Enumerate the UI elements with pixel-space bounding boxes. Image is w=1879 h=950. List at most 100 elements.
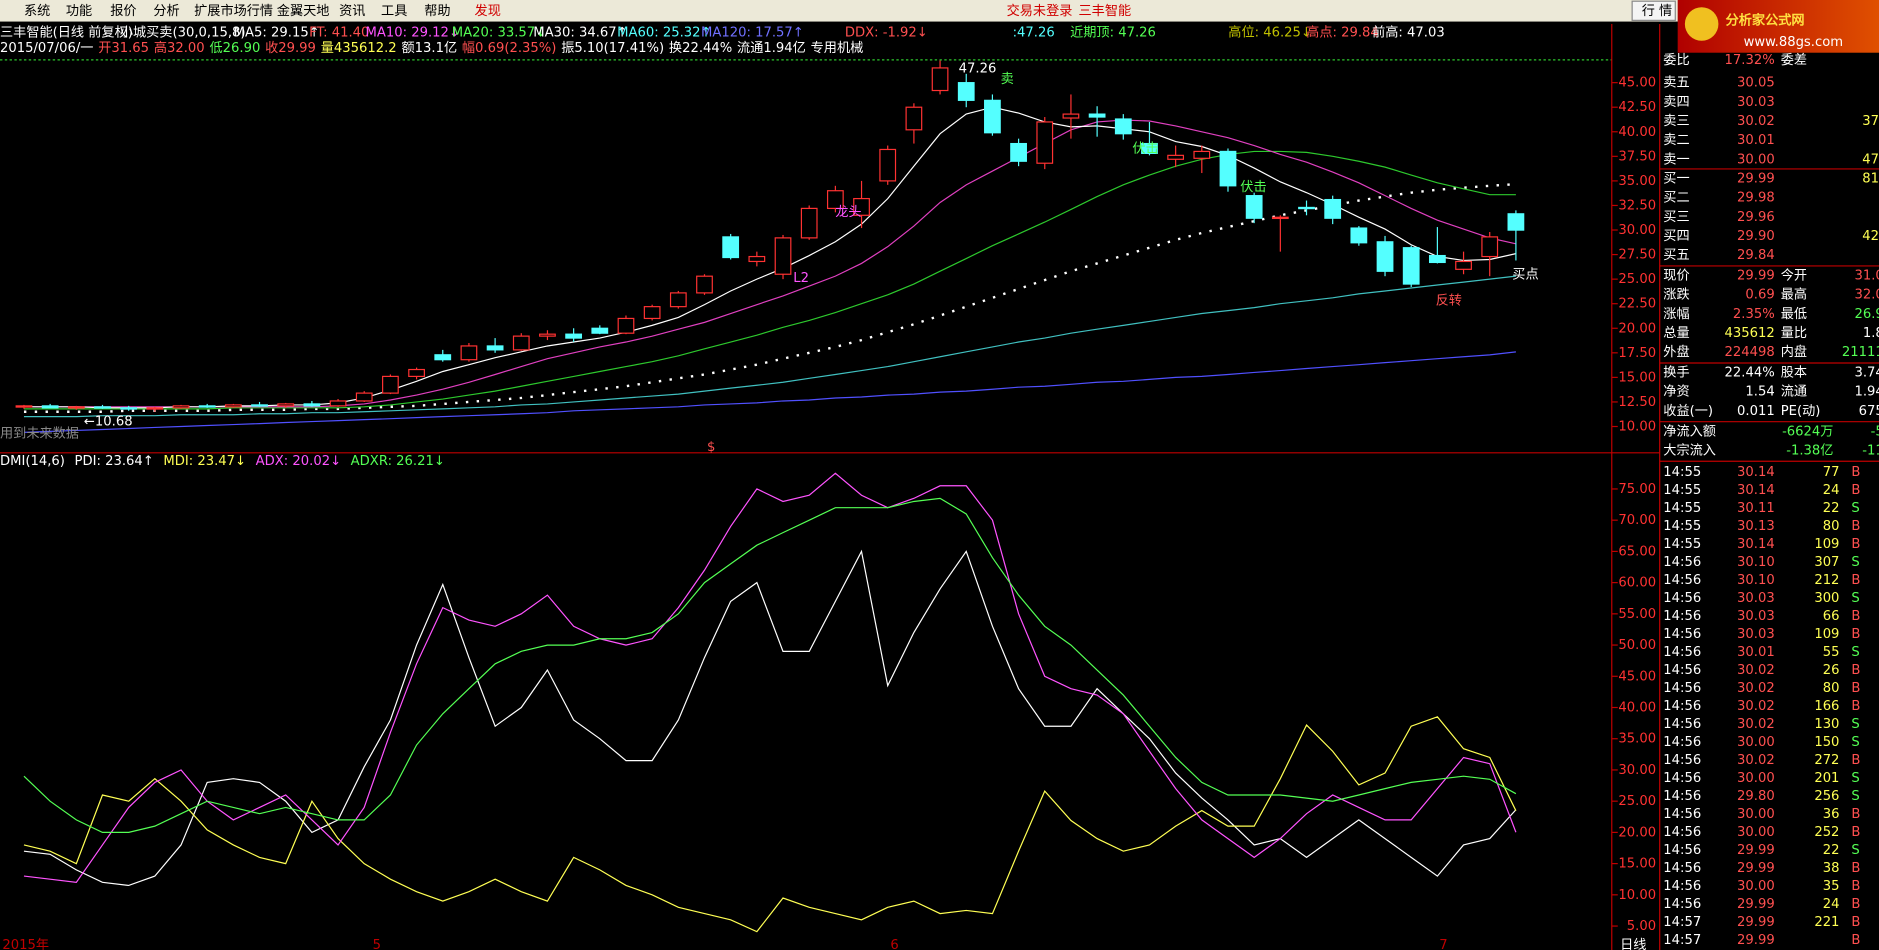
trade-price: 29.99 (1737, 861, 1775, 876)
candle-body (984, 99, 1001, 134)
trade-volume: 109 (1814, 537, 1839, 552)
trade-side: S (1851, 735, 1859, 750)
menu-item[interactable]: 系统 (24, 3, 50, 19)
trade-time: 14:57 (1663, 933, 1701, 948)
candle-body (1062, 113, 1080, 119)
trade-price: 30.10 (1737, 573, 1775, 588)
candle-body (303, 403, 321, 407)
menu-item[interactable]: 报价 (110, 3, 136, 19)
moving-average (23, 106, 1517, 409)
y-tick-label: 25.00 (1618, 272, 1656, 287)
indicator-line (23, 549, 1517, 887)
candle-body (355, 392, 373, 402)
stat-value: 1.94 (1854, 385, 1879, 400)
y-tick-label: 45.00 (1618, 76, 1656, 91)
menu-item[interactable]: 发现 (475, 3, 501, 19)
y-tick-label: 55.00 (1618, 607, 1656, 622)
book-volume: 37 (1862, 114, 1879, 129)
stat-label: 今开 (1781, 268, 1807, 284)
y-tick-label: 25.00 (1618, 794, 1656, 809)
menu-item[interactable]: 工具 (381, 4, 407, 19)
trade-volume: 77 (1823, 465, 1840, 480)
quote-button-frame[interactable] (1631, 0, 1676, 21)
candle-body (120, 407, 138, 410)
bar-info: 专用机械 (811, 40, 864, 56)
chart-annotation: 龙头 (835, 204, 861, 220)
flow-value: -5 (1871, 424, 1879, 439)
stat-value: 0.011 (1737, 404, 1775, 419)
trade-side: B (1851, 519, 1860, 534)
menu-item[interactable]: 金翼天地 (277, 3, 330, 19)
menu-item[interactable]: 资讯 (339, 3, 365, 19)
candle-body (1481, 236, 1499, 258)
y-tick-label: 75.00 (1618, 482, 1656, 497)
time-axis-label: 7 (1439, 938, 1447, 950)
trade-price: 30.14 (1737, 483, 1775, 498)
trade-time: 14:55 (1663, 483, 1701, 498)
trade-time: 14:56 (1663, 897, 1701, 912)
chart-annotation: 伏击 (1240, 179, 1266, 195)
indicator-legend: :47.26 (1013, 25, 1055, 40)
trade-time: 14:55 (1663, 519, 1701, 534)
candle-body (1350, 227, 1368, 244)
trade-side: B (1851, 573, 1860, 588)
book-price: 29.96 (1737, 210, 1775, 225)
book-price: 30.00 (1737, 152, 1775, 167)
moving-average (23, 119, 1517, 408)
trade-side: B (1851, 879, 1860, 894)
logo-icon (1684, 7, 1719, 41)
trade-price: 30.02 (1737, 663, 1775, 678)
flow-label: 大宗流入 (1663, 442, 1716, 458)
trade-volume: 36 (1823, 807, 1840, 822)
book-price: 29.90 (1737, 229, 1775, 244)
trade-volume: 300 (1814, 591, 1839, 606)
trade-volume: 55 (1823, 645, 1840, 660)
candle-body (1402, 247, 1420, 285)
trade-volume: 166 (1814, 699, 1839, 714)
time-axis-label: 6 (890, 938, 898, 950)
trade-side: S (1851, 843, 1859, 858)
stat-label: 股本 (1781, 365, 1807, 381)
candle-body (853, 197, 870, 216)
bar-info: 振5.10(17.41%) (561, 40, 664, 56)
trade-side: S (1851, 771, 1859, 786)
book-volume: 42 (1862, 229, 1879, 244)
trade-volume: 201 (1814, 771, 1839, 786)
trade-time: 14:56 (1663, 699, 1701, 714)
stat-label: 现价 (1663, 269, 1689, 284)
stat-label: 内盘 (1781, 343, 1807, 360)
book-label: 委比 (1663, 52, 1689, 68)
candle-body (1036, 121, 1054, 164)
menu-item[interactable]: 扩展市场行情 (194, 2, 273, 19)
menu-item[interactable]: 分析 (153, 3, 179, 19)
candle-body (591, 327, 609, 334)
moving-average (23, 182, 1516, 413)
trade-time: 14:56 (1663, 879, 1701, 894)
candle-body (172, 405, 190, 409)
bar-info: 收29.99 (265, 40, 316, 56)
trade-time: 14:56 (1663, 663, 1701, 678)
trade-time: 14:56 (1663, 735, 1701, 750)
indicator-legend: ADXR: 26.21↓ (351, 454, 445, 469)
stat-label: PE(动) (1781, 403, 1821, 419)
chart-annotation: 卖 (1001, 71, 1014, 87)
quote-button[interactable]: 行 情 (1642, 3, 1673, 19)
menu-item[interactable]: 功能 (66, 3, 92, 19)
trade-price: 30.03 (1737, 609, 1775, 624)
chart-annotation: 47.26 (959, 61, 997, 76)
trade-time: 14:56 (1663, 609, 1701, 624)
trade-volume: 80 (1823, 519, 1840, 534)
candle-body (434, 354, 452, 361)
menu-item[interactable]: 帮助 (424, 3, 450, 19)
y-tick-label: 20.00 (1618, 321, 1656, 336)
trade-side: S (1851, 555, 1859, 570)
y-tick-label: 35.00 (1618, 732, 1656, 747)
candle-body (198, 405, 216, 408)
trade-side: B (1851, 807, 1860, 822)
trade-time: 14:57 (1663, 915, 1701, 930)
stat-value: 675 (1859, 404, 1879, 419)
y-tick-label: 40.00 (1618, 701, 1656, 716)
stat-value: 31.0 (1854, 269, 1879, 284)
stat-value: 32.0 (1854, 288, 1879, 303)
